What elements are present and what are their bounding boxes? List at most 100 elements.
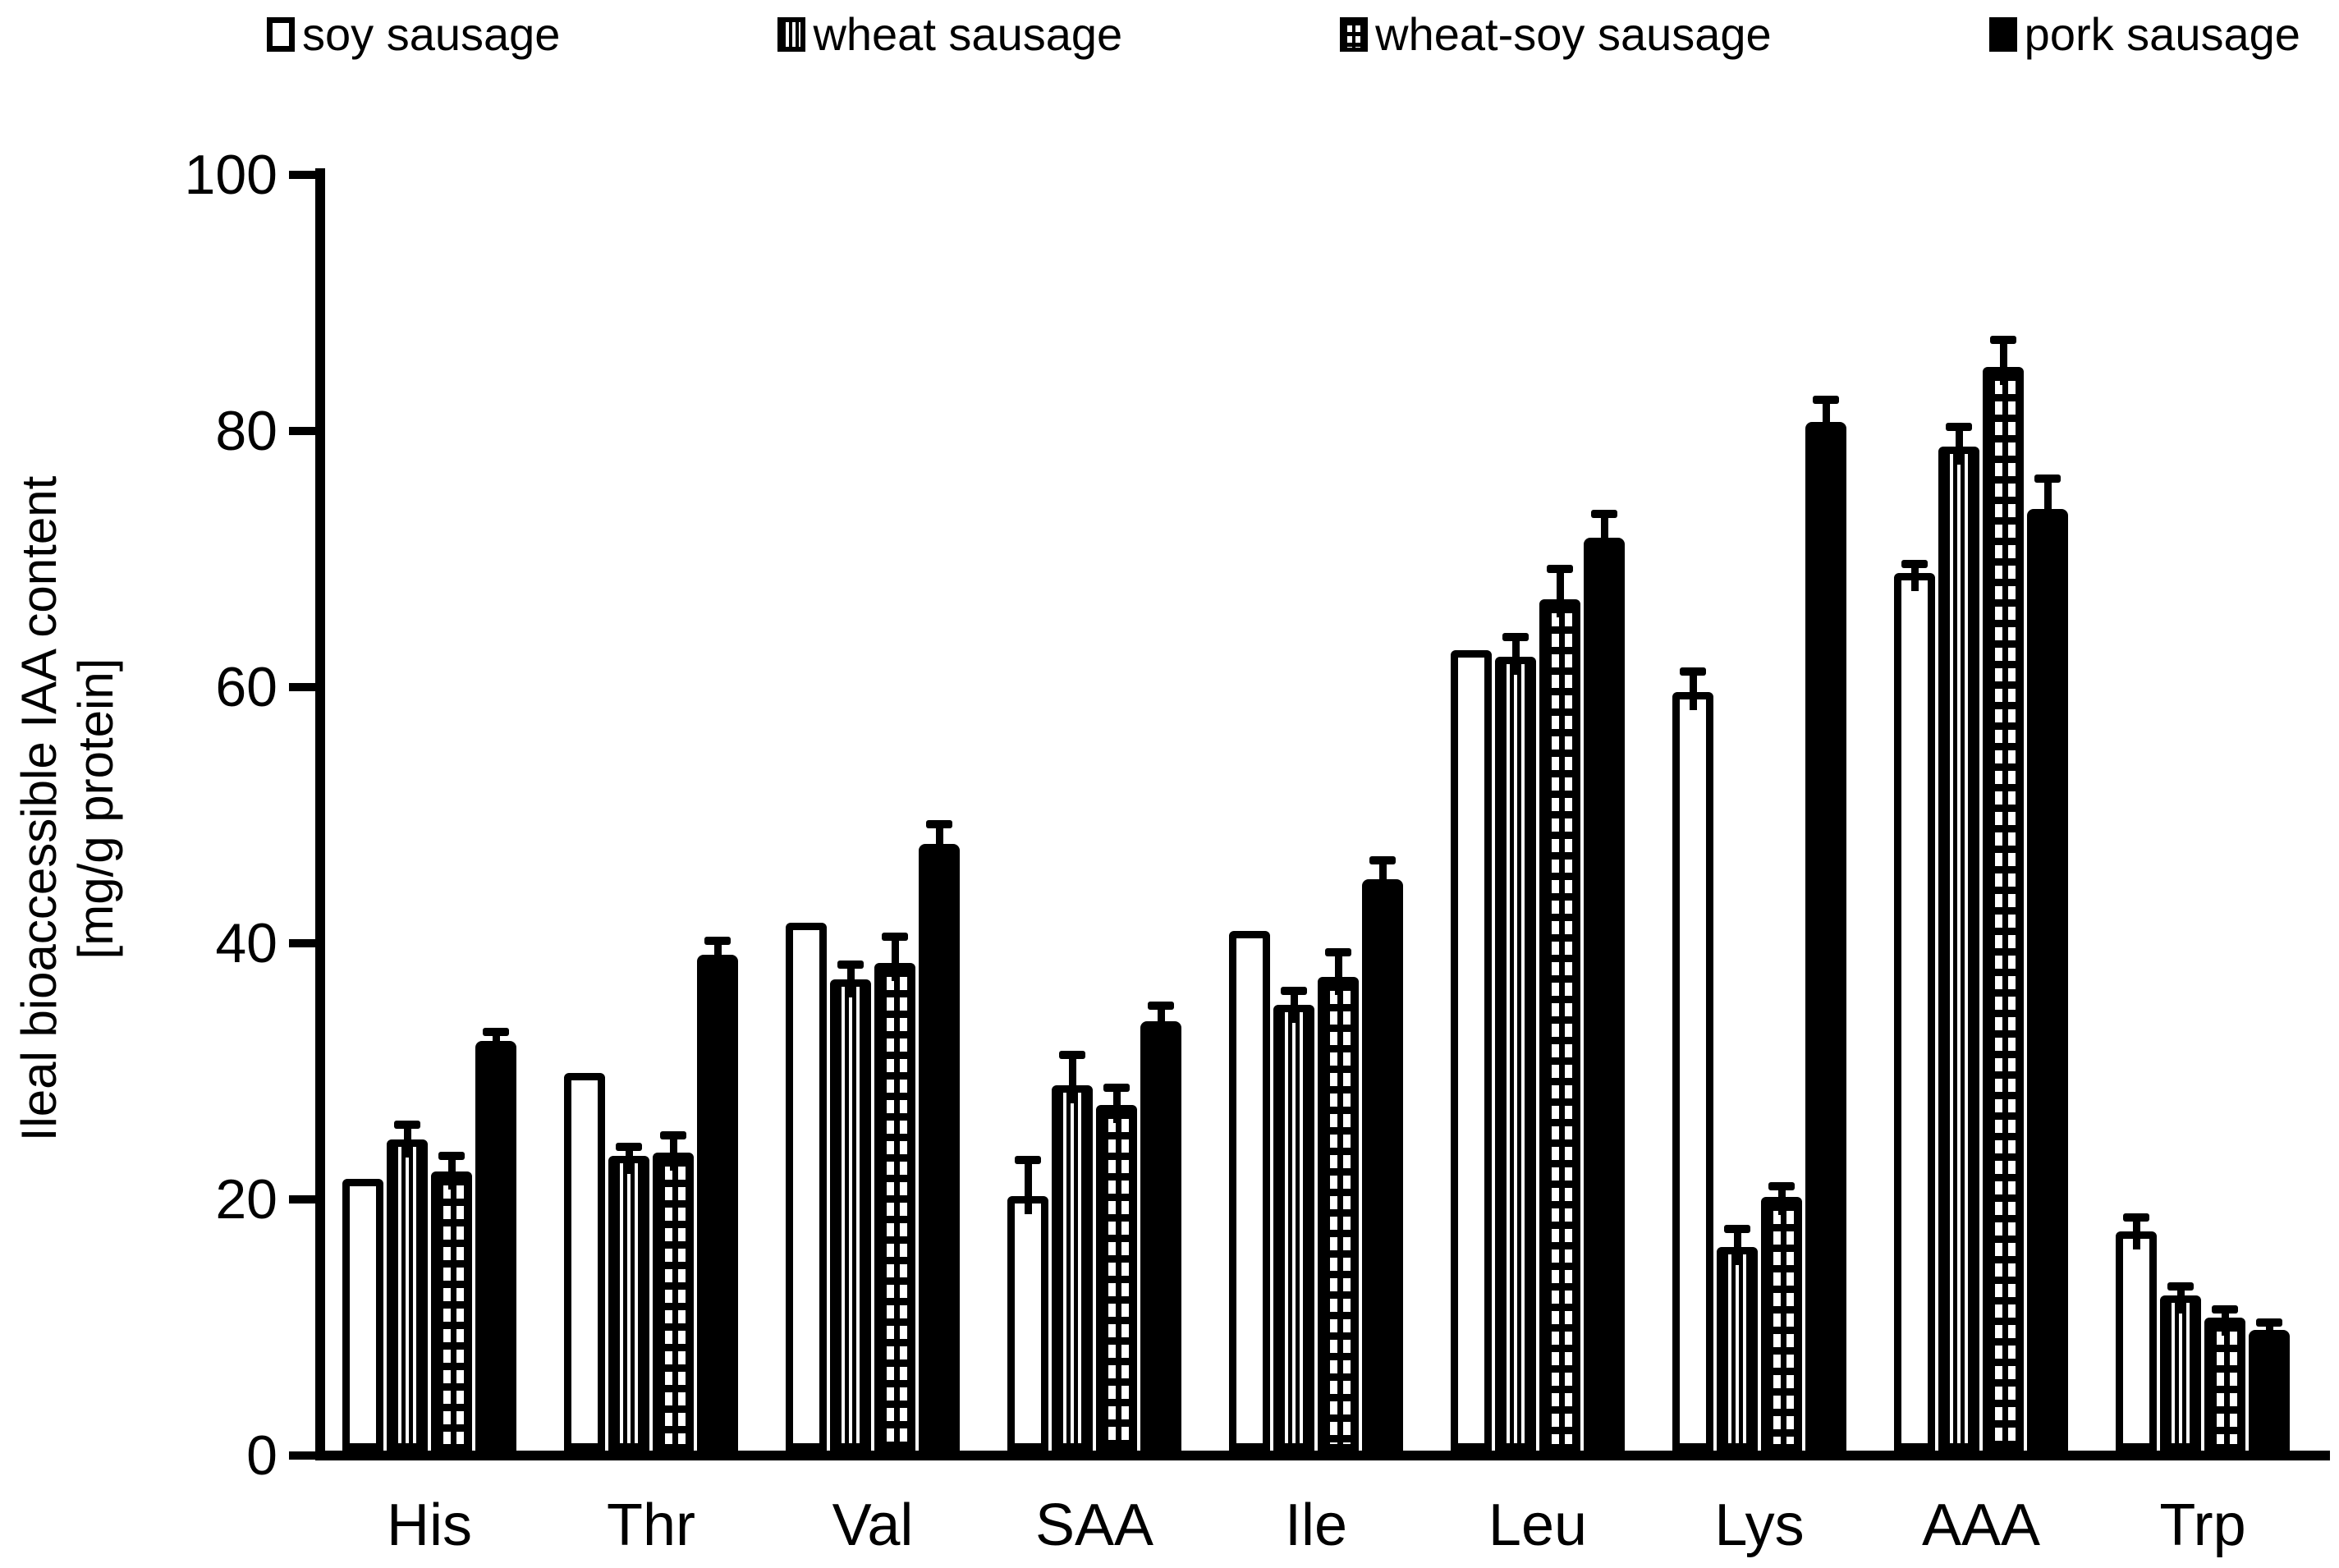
error-bar-cap-SAA-wheat-soy-sausage [1103, 1084, 1130, 1093]
legend-label: pork sausage [2024, 8, 2300, 60]
error-bar-stem-Thr-pork-sausage [713, 944, 722, 974]
x-category-label-AAA: AAA [1921, 1492, 2041, 1558]
error-bar-cap-SAA-wheat-sausage [1059, 1050, 1085, 1059]
error-bar-cap-Ile-pork-sausage [1369, 855, 1396, 864]
y-tick-40 [289, 939, 315, 947]
bar-His-wheat-sausage [387, 1139, 428, 1451]
y-tick-label-0: 0 [246, 1424, 277, 1487]
y-tick-60 [289, 683, 315, 691]
bar-Lys-wheat-soy-sausage [1761, 1197, 1802, 1451]
legend-marker-solid-icon [1988, 17, 2017, 52]
x-category-label-His: His [387, 1492, 472, 1558]
error-bar-cap-Thr-wheat-sausage [616, 1142, 642, 1151]
bar-Thr-wheat-sausage [608, 1156, 649, 1451]
error-bar-cap-His-wheat-sausage [394, 1121, 420, 1130]
legend-item-soy-sausage: soy sausage [267, 11, 560, 57]
bar-AAA-soy-sausage [1894, 573, 1935, 1451]
error-bar-stem-His-wheat-sausage [403, 1129, 411, 1158]
y-tick-label-80: 80 [215, 400, 277, 462]
error-bar-cap-Lys-wheat-sausage [1724, 1224, 1750, 1233]
bar-Thr-soy-sausage [564, 1072, 605, 1451]
error-bar-stem-Lys-pork-sausage [1822, 404, 1830, 441]
y-tick-label-40: 40 [215, 912, 277, 974]
bar-Val-soy-sausage [786, 923, 827, 1451]
bar-Leu-wheat-soy-sausage [1539, 598, 1580, 1451]
bar-His-wheat-soy-sausage [431, 1171, 472, 1451]
bar-Trp-wheat-sausage [2160, 1295, 2201, 1451]
chart-legend: soy sausage wheat sausage wheat-soy sausag… [267, 11, 2300, 57]
error-bar-stem-Trp-wheat-soy-sausage [2221, 1314, 2229, 1336]
bar-SAA-soy-sausage [1007, 1195, 1048, 1451]
error-bar-stem-His-wheat-soy-sausage [447, 1159, 456, 1190]
error-bar-stem-Leu-wheat-soy-sausage [1556, 573, 1564, 617]
y-tick-80 [289, 427, 315, 435]
error-bar-cap-AAA-wheat-soy-sausage [1990, 336, 2016, 345]
error-bar-stem-AAA-wheat-soy-sausage [1999, 344, 2007, 386]
y-axis-title-line1: Ileal bioaccessible IAA content [11, 475, 67, 1142]
bar-Trp-soy-sausage [2116, 1231, 2157, 1451]
error-bar-cap-His-wheat-soy-sausage [438, 1151, 465, 1160]
bar-AAA-pork-sausage [2027, 509, 2068, 1451]
legend-label: wheat sausage [813, 8, 1123, 60]
error-bar-stem-Ile-wheat-soy-sausage [1334, 956, 1342, 995]
error-bar-cap-Trp-pork-sausage [2256, 1318, 2282, 1327]
y-tick-20 [289, 1195, 315, 1204]
x-category-label-Leu: Leu [1488, 1492, 1588, 1558]
bar-Val-pork-sausage [919, 843, 960, 1451]
y-tick-label-20: 20 [215, 1168, 277, 1231]
bar-Leu-soy-sausage [1451, 650, 1492, 1451]
error-bar-cap-Lys-pork-sausage [1813, 396, 1839, 405]
x-category-label-Val: Val [832, 1492, 914, 1558]
error-bar-stem-SAA-soy-sausage [1024, 1163, 1032, 1214]
bar-Trp-pork-sausage [2249, 1330, 2290, 1451]
x-category-label-Thr: Thr [607, 1492, 695, 1558]
error-bar-stem-Thr-wheat-sausage [625, 1150, 633, 1175]
y-axis-line [315, 168, 325, 1460]
bar-Val-wheat-sausage [830, 979, 871, 1451]
bar-Leu-wheat-sausage [1495, 656, 1536, 1451]
error-bar-cap-Thr-wheat-soy-sausage [660, 1130, 686, 1139]
error-bar-stem-Trp-wheat-sausage [2176, 1291, 2185, 1314]
error-bar-stem-Thr-wheat-soy-sausage [669, 1139, 677, 1171]
legend-label: wheat-soy sausage [1375, 8, 1772, 60]
y-tick-label-100: 100 [184, 144, 277, 206]
bar-Trp-wheat-soy-sausage [2204, 1317, 2245, 1451]
legend-item-wheat-soy-sausage: wheat-soy sausage [1340, 11, 1772, 57]
legend-item-wheat-sausage: wheat sausage [777, 11, 1122, 57]
error-bar-stem-SAA-pork-sausage [1157, 1010, 1165, 1040]
y-axis-title-line2: [mg/g protein] [68, 658, 123, 960]
y-tick-label-60: 60 [215, 656, 277, 718]
legend-label: soy sausage [302, 8, 561, 60]
bar-AAA-wheat-sausage [1938, 446, 1979, 1451]
error-bar-stem-Ile-wheat-sausage [1290, 994, 1298, 1024]
error-bar-stem-Val-pork-sausage [935, 828, 943, 862]
error-bar-cap-SAA-pork-sausage [1148, 1002, 1174, 1011]
y-axis-title: Ileal bioaccessible IAA content [mg/g pr… [11, 193, 124, 1424]
bar-Lys-soy-sausage [1672, 692, 1713, 1451]
error-bar-cap-His-pork-sausage [483, 1027, 509, 1036]
error-bar-stem-Leu-pork-sausage [1600, 518, 1608, 556]
bar-AAA-wheat-soy-sausage [1983, 367, 2024, 1451]
error-bar-cap-Ile-wheat-soy-sausage [1325, 947, 1351, 956]
x-category-label-SAA: SAA [1034, 1492, 1154, 1558]
error-bar-stem-AAA-pork-sausage [2043, 482, 2052, 528]
error-bar-cap-Trp-wheat-soy-sausage [2212, 1305, 2238, 1314]
bar-Val-wheat-soy-sausage [874, 962, 915, 1451]
legend-item-pork-sausage: pork sausage [1988, 8, 2300, 60]
y-tick-100 [289, 171, 315, 179]
bar-Ile-soy-sausage [1229, 930, 1270, 1451]
error-bar-stem-Ile-pork-sausage [1378, 864, 1387, 898]
error-bar-stem-His-pork-sausage [492, 1035, 500, 1059]
bar-Ile-wheat-sausage [1273, 1005, 1314, 1451]
bar-Thr-wheat-soy-sausage [653, 1152, 694, 1451]
legend-marker-open-icon [267, 17, 295, 52]
error-bar-stem-Trp-pork-sausage [2265, 1326, 2273, 1349]
bar-SAA-pork-sausage [1140, 1021, 1181, 1451]
error-bar-stem-Val-wheat-soy-sausage [891, 941, 899, 981]
error-bar-stem-SAA-wheat-sausage [1068, 1058, 1076, 1104]
x-category-label-Ile: Ile [1284, 1492, 1348, 1558]
error-bar-cap-Val-wheat-soy-sausage [882, 933, 908, 942]
x-axis-line [315, 1451, 2330, 1460]
y-tick-0 [289, 1451, 315, 1460]
